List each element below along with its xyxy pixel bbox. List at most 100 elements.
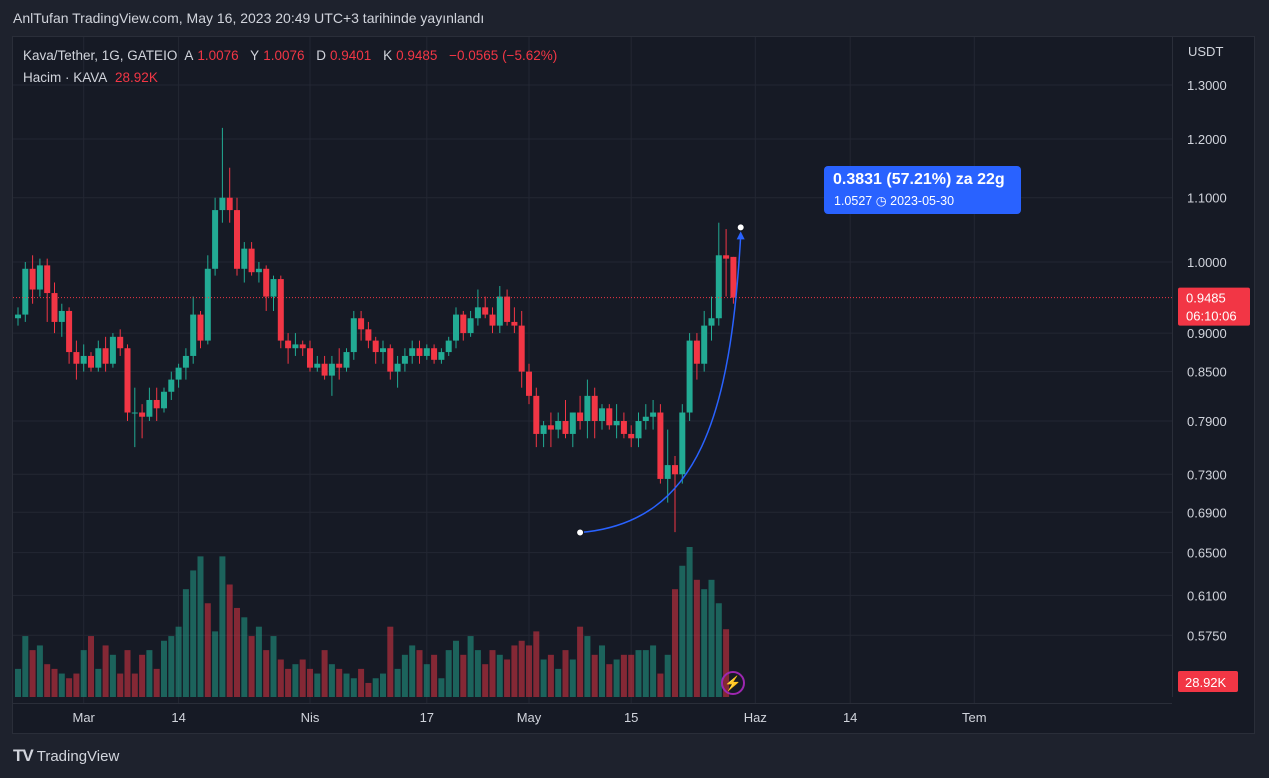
time-tick-label: 14 bbox=[171, 710, 185, 725]
volume-bar bbox=[657, 673, 664, 697]
volume-bar bbox=[547, 654, 554, 697]
volume-bar bbox=[343, 673, 350, 697]
volume-bar bbox=[533, 631, 540, 697]
measure-callout[interactable]: 0.3831 (57.21%) za 22g 1.0527 ◷ 2023-05-… bbox=[824, 166, 1021, 214]
footer-logo[interactable]: TV TradingView bbox=[13, 746, 119, 766]
time-axis[interactable] bbox=[13, 703, 1172, 734]
volume-bar bbox=[15, 668, 21, 697]
price-axis[interactable] bbox=[1172, 37, 1255, 697]
volume-bar bbox=[95, 668, 102, 697]
candle-body bbox=[409, 348, 416, 356]
volume-bar bbox=[292, 664, 299, 697]
volume-bar bbox=[372, 678, 379, 697]
candle-body bbox=[474, 307, 481, 319]
candle-body bbox=[591, 395, 598, 421]
volume-bar bbox=[650, 645, 657, 697]
candle-body bbox=[664, 465, 671, 479]
ohlc-row: Kava/Tether, 1G, GATEIO A 1.0076 Y 1.0076 … bbox=[23, 45, 561, 67]
chart-legend: Kava/Tether, 1G, GATEIO A 1.0076 Y 1.0076 … bbox=[23, 45, 561, 89]
volume-bar bbox=[387, 626, 394, 697]
candle-body bbox=[489, 314, 496, 326]
volume-bar bbox=[190, 570, 197, 697]
volume-bar bbox=[708, 579, 715, 697]
candle-body bbox=[343, 352, 350, 368]
price-tick-label: 0.9000 bbox=[1187, 326, 1227, 341]
candle-body bbox=[701, 325, 708, 364]
volume-bar bbox=[255, 626, 262, 697]
price-tick-label: 0.6500 bbox=[1187, 546, 1227, 561]
volume-bar bbox=[219, 556, 226, 697]
candle-body bbox=[22, 268, 29, 315]
candle-body bbox=[299, 344, 306, 349]
volume-bar bbox=[226, 584, 233, 697]
candle-body bbox=[285, 340, 292, 349]
volume-bar bbox=[460, 654, 467, 697]
open-label: A 1.0076 bbox=[184, 48, 239, 63]
candle-body bbox=[708, 318, 715, 326]
volume-bar bbox=[723, 629, 730, 697]
candle-body bbox=[350, 318, 357, 353]
measure-target-price: 1.0527 bbox=[834, 194, 873, 208]
chart-frame[interactable] bbox=[12, 36, 1255, 734]
candle-body bbox=[547, 425, 554, 430]
volume-bar bbox=[504, 659, 511, 697]
candle-body bbox=[117, 336, 124, 349]
candle-body bbox=[628, 433, 635, 439]
candle-body bbox=[460, 314, 467, 334]
volume-bar bbox=[365, 682, 372, 697]
lightning-icon[interactable]: ⚡ bbox=[721, 671, 745, 695]
candle-body bbox=[88, 355, 94, 368]
candle-body bbox=[95, 348, 102, 368]
candle-body bbox=[394, 363, 401, 372]
price-tick-label: 0.6900 bbox=[1187, 505, 1227, 520]
volume-bar bbox=[146, 650, 153, 697]
candle-body bbox=[672, 465, 678, 475]
volume-bar bbox=[307, 668, 313, 697]
candle-body bbox=[518, 325, 525, 372]
volume-bar bbox=[474, 650, 481, 697]
price-tick-label: 1.2000 bbox=[1187, 132, 1227, 147]
measure-target-date: 2023-05-30 bbox=[890, 194, 955, 208]
time-tick-label: Haz bbox=[744, 710, 767, 725]
time-tick-label: Tem bbox=[962, 710, 987, 725]
volume-bar bbox=[350, 678, 357, 697]
candle-body bbox=[657, 412, 664, 479]
candle-body bbox=[380, 348, 386, 353]
candle-body bbox=[511, 321, 518, 326]
volume-bar bbox=[182, 589, 189, 697]
time-tick-label: 17 bbox=[420, 710, 434, 725]
candle-body bbox=[255, 268, 262, 273]
candle-body bbox=[73, 352, 80, 364]
volume-label: Hacim · KAVA bbox=[23, 70, 108, 85]
candle-body bbox=[482, 307, 489, 315]
price-tick-label: 0.6100 bbox=[1187, 588, 1227, 603]
volume-bar bbox=[489, 650, 496, 697]
volume-bar bbox=[642, 650, 649, 697]
volume-bar bbox=[139, 654, 146, 697]
price-tick-label: 1.3000 bbox=[1187, 78, 1227, 93]
volume-bar bbox=[569, 659, 576, 697]
candle-body bbox=[686, 340, 693, 413]
candle-body bbox=[328, 363, 335, 376]
candle-body bbox=[219, 197, 226, 211]
volume-bar bbox=[555, 668, 562, 697]
volume-bar bbox=[628, 654, 635, 697]
tradingview-logo-icon: TV bbox=[13, 746, 34, 765]
candle-body bbox=[29, 268, 36, 290]
volume-bar bbox=[562, 650, 569, 697]
volume-value: 28.92K bbox=[115, 70, 158, 85]
volume-bar bbox=[314, 673, 321, 697]
volume-bar bbox=[438, 678, 445, 697]
candle-body bbox=[102, 348, 109, 364]
change-label: −0.0565 (−5.62%) bbox=[449, 48, 558, 63]
volume-bar bbox=[328, 664, 335, 697]
candle-body bbox=[248, 248, 255, 273]
candle-body bbox=[190, 314, 197, 356]
price-tick-label: 0.5750 bbox=[1187, 628, 1227, 643]
candle-body bbox=[401, 355, 408, 364]
candle-body bbox=[584, 395, 591, 421]
volume-bar bbox=[693, 579, 700, 697]
candle-body bbox=[526, 371, 532, 396]
candle-body bbox=[431, 348, 438, 360]
